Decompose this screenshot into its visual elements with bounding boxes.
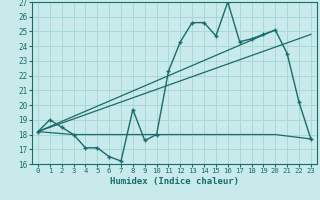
X-axis label: Humidex (Indice chaleur): Humidex (Indice chaleur) xyxy=(110,177,239,186)
